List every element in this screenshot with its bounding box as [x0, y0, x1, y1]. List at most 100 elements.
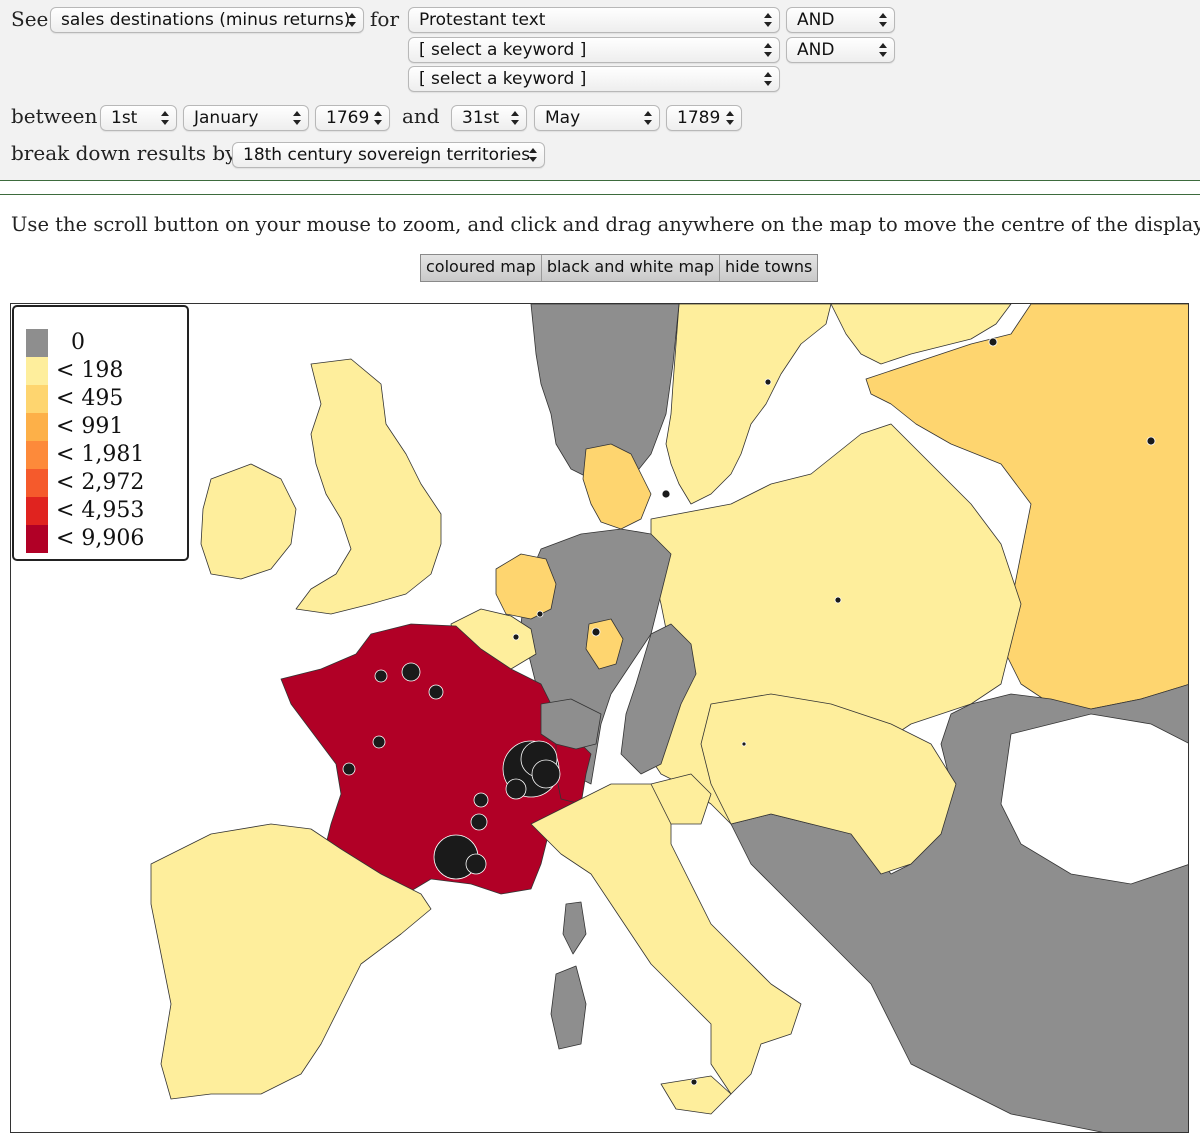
between-label: between: [11, 104, 98, 128]
town-marker: [690, 1078, 698, 1086]
region-bohemia: [620, 623, 697, 775]
start-day-value: 1st: [111, 108, 138, 128]
region-hungary: [700, 693, 957, 875]
town-marker: [473, 792, 489, 808]
start-year-value: 1769: [326, 108, 370, 128]
keyword-select-3-value: [ select a keyword ]: [419, 69, 587, 89]
start-month-value: January: [194, 108, 259, 128]
select-arrows-icon: [763, 41, 773, 59]
town-marker: [374, 669, 388, 683]
legend-swatch: [26, 329, 48, 357]
region-sweden: [665, 304, 832, 505]
region-spain: [150, 823, 432, 1100]
region-ireland: [200, 463, 297, 580]
operator-select-1-value: AND: [797, 10, 835, 30]
divider-line: [0, 180, 1200, 181]
legend-label: < 495: [56, 386, 124, 411]
town-marker: [505, 778, 527, 800]
end-month-value: May: [545, 108, 581, 128]
town-marker: [834, 596, 842, 604]
select-arrows-icon: [373, 109, 383, 127]
end-day-value: 31st: [462, 108, 500, 128]
legend-swatch: [26, 385, 48, 413]
region-finland: [830, 304, 1012, 365]
town-marker: [764, 378, 772, 386]
keyword-select-2-value: [ select a keyword ]: [419, 40, 587, 60]
legend-swatch: [26, 413, 48, 441]
keyword-select-1[interactable]: Protestant text: [408, 7, 780, 33]
see-label: See: [11, 7, 49, 31]
town-marker: [372, 735, 386, 749]
region-sardinia: [550, 965, 587, 1050]
region-venice-coast: [650, 773, 712, 825]
town-marker: [741, 741, 747, 747]
start-month-select[interactable]: January: [183, 105, 309, 131]
and-label: and: [402, 104, 440, 128]
town-marker: [1146, 436, 1156, 446]
breakdown-select[interactable]: 18th century sovereign territories: [232, 142, 545, 168]
legend-label: < 991: [56, 414, 124, 439]
operator-select-2-value: AND: [797, 40, 835, 60]
end-day-select[interactable]: 31st: [451, 105, 527, 131]
coloured-map-button[interactable]: coloured map: [421, 255, 542, 281]
operator-select-1[interactable]: AND: [786, 7, 895, 33]
select-arrows-icon: [292, 109, 302, 127]
town-marker: [428, 684, 444, 700]
select-arrows-icon: [510, 109, 520, 127]
select-arrows-icon: [528, 146, 538, 164]
europe-map[interactable]: [11, 304, 1189, 1133]
town-marker: [465, 853, 487, 875]
town-marker: [342, 762, 356, 776]
town-marker: [401, 662, 421, 682]
select-arrows-icon: [347, 11, 357, 29]
region-sicily: [660, 1075, 732, 1115]
legend-swatch: [26, 469, 48, 497]
legend-label: < 2,972: [56, 470, 145, 495]
hide-towns-button[interactable]: hide towns: [720, 255, 818, 281]
region-denmark: [582, 443, 652, 530]
town-marker: [591, 627, 601, 637]
map-instructions: Use the scroll button on your mouse to z…: [11, 213, 1200, 236]
breakdown-select-value: 18th century sovereign territories: [243, 145, 531, 165]
select-arrows-icon: [160, 109, 170, 127]
region-russia: [865, 304, 1188, 710]
measure-select[interactable]: sales destinations (minus returns): [50, 7, 364, 33]
legend-swatch: [26, 525, 48, 553]
select-arrows-icon: [763, 11, 773, 29]
query-panel: See sales destinations (minus returns) f…: [0, 0, 1200, 181]
select-arrows-icon: [763, 70, 773, 88]
legend-swatch: [26, 357, 48, 385]
map-legend: 0 < 198 < 495 < 991 < 1,981 < 2,972 < 4,…: [12, 305, 189, 561]
legend-label: < 4,953: [56, 498, 145, 523]
keyword-select-3[interactable]: [ select a keyword ]: [408, 66, 780, 92]
legend-label: 0: [71, 330, 85, 355]
region-switzerland: [540, 698, 602, 750]
keyword-select-1-value: Protestant text: [419, 10, 546, 30]
start-year-select[interactable]: 1769: [315, 105, 390, 131]
end-year-select[interactable]: 1789: [666, 105, 742, 131]
operator-select-2[interactable]: AND: [786, 37, 895, 63]
legend-label: < 9,906: [56, 526, 145, 551]
town-markers: [342, 337, 1156, 1086]
breakdown-label: break down results by: [11, 141, 237, 165]
select-arrows-icon: [643, 109, 653, 127]
region-corsica: [562, 901, 587, 955]
town-marker: [470, 813, 488, 831]
map-canvas[interactable]: [10, 303, 1189, 1133]
divider-line: [0, 194, 1200, 195]
town-marker: [536, 610, 544, 618]
start-day-select[interactable]: 1st: [100, 105, 177, 131]
town-marker: [531, 759, 561, 789]
end-year-value: 1789: [677, 108, 721, 128]
keyword-select-2[interactable]: [ select a keyword ]: [408, 37, 780, 63]
for-label: for: [370, 7, 400, 31]
black-and-white-map-button[interactable]: black and white map: [541, 255, 720, 281]
black-sea: [1000, 713, 1188, 885]
town-marker: [988, 337, 998, 347]
select-arrows-icon: [878, 11, 888, 29]
region-dutch-republic: [495, 553, 557, 620]
end-month-select[interactable]: May: [534, 105, 660, 131]
town-marker: [661, 489, 671, 499]
legend-swatch: [26, 441, 48, 469]
region-great-britain: [295, 358, 442, 615]
